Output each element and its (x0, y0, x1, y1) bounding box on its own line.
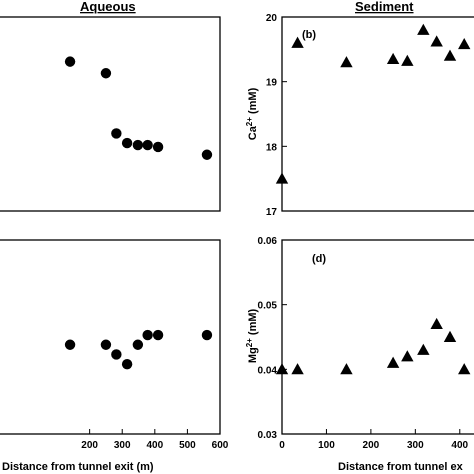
panel-b-frame (281, 16, 474, 212)
panel-c-point-3 (121, 358, 133, 370)
panel-a-point-0 (64, 56, 76, 67)
panel-c-point-6 (152, 329, 164, 341)
panel-b-point-7 (443, 49, 457, 61)
panel-d-point-3 (386, 356, 400, 368)
panel-b-point-8 (458, 37, 471, 50)
panel-c-marks (64, 329, 213, 370)
panel-b-ticks: 17 18 19 20 (266, 13, 287, 218)
panel-a-point-2 (111, 128, 122, 139)
panel-b-point-4 (401, 54, 414, 66)
panel-b-label: (b) (302, 29, 316, 41)
panel-a (0, 16, 221, 212)
panel-c-xtick-label-4: 600 (212, 440, 229, 451)
panel-d-point-1 (291, 363, 304, 375)
panel-d: (d) Mg2+ (mM) 0.03 0.04 0.05 0.06 0 100 200 300… (245, 236, 474, 473)
panel-b-ytick-label-1: 18 (266, 142, 278, 153)
panel-d-ytick-label-1: 0.04 (258, 365, 278, 376)
panel-c-xlabel: Distance from tunnel exit (m) (2, 461, 154, 473)
panel-b-point-3 (386, 52, 400, 64)
panel-c-point-0 (64, 339, 76, 350)
panel-d-ytick-label-2: 0.05 (258, 301, 278, 312)
panel-a-point-3 (121, 137, 133, 149)
panel-d-point-5 (417, 343, 430, 355)
panel-d-point-6 (430, 317, 443, 330)
panel-d-ytick-label-0: 0.03 (258, 430, 278, 441)
panel-c-point-2 (111, 349, 122, 360)
panel-a-frame (0, 16, 221, 212)
panel-b-ytick-label-0: 17 (266, 207, 278, 218)
panel-b-ylabel: Ca2+ (mM) (245, 87, 259, 140)
panel-d-xlabel: Distance from tunnel ex (338, 461, 464, 473)
panel-d-ytick-label-3: 0.06 (258, 236, 278, 247)
panel-d-point-8 (458, 363, 471, 375)
panel-c-xtick-label-3: 500 (179, 440, 196, 451)
panel-c-point-7 (201, 329, 213, 341)
panel-b-ytick-label-3: 20 (266, 13, 278, 24)
panel-d-point-0 (275, 363, 289, 375)
header-aqueous: Aqueous (80, 0, 136, 14)
panel-d-ylabel: Mg2+ (mM) (245, 308, 259, 363)
header-sediment: Sediment (355, 0, 414, 14)
panel-d-label: (d) (312, 253, 326, 265)
panel-b-marks (275, 23, 471, 184)
panel-d-point-2 (340, 363, 353, 375)
panel-b-point-0 (275, 172, 289, 184)
panel-c-point-4 (132, 339, 144, 350)
panel-c-point-5 (142, 329, 153, 341)
panel-b-point-6 (430, 35, 443, 47)
panel-d-xtick-label-0: 0 (279, 440, 285, 451)
panel-d-xtick-label-1: 100 (318, 440, 335, 451)
panel-d-frame (281, 239, 474, 435)
panel-a-marks (64, 56, 213, 160)
panel-b: (b) Ca2+ (mM) 17 18 19 20 (245, 13, 474, 218)
panel-a-point-4 (132, 139, 144, 151)
panel-b-ytick-label-2: 19 (266, 78, 278, 89)
panel-b-point-1 (291, 36, 304, 48)
panel-c-xtick-label-1: 300 (114, 440, 131, 451)
panel-a-point-1 (100, 68, 112, 79)
panel-a-point-5 (142, 139, 153, 151)
panel-d-xtick-label-4: 400 (451, 440, 468, 451)
panel-c-xtick-label-0: 200 (81, 440, 98, 451)
panel-c: 200 300 400 500 600 Distance from tunnel exi… (0, 239, 229, 473)
panel-d-point-7 (443, 330, 457, 342)
panel-d-xtick-label-3: 300 (407, 440, 424, 451)
panel-d-marks (275, 317, 471, 375)
panel-c-ticks: 200 300 400 500 600 (81, 429, 229, 451)
panel-c-xtick-label-2: 400 (146, 440, 163, 451)
panel-b-point-5 (417, 23, 430, 35)
panel-c-frame (0, 239, 221, 435)
panel-b-point-2 (340, 56, 353, 68)
panel-a-point-6 (152, 141, 164, 153)
panel-d-ticks: 0.03 0.04 0.05 0.06 0 100 200 300 400 (258, 236, 469, 451)
panel-a-point-7 (201, 149, 213, 160)
panel-d-point-4 (401, 350, 414, 362)
panel-c-point-1 (100, 339, 112, 350)
panel-d-xtick-label-2: 200 (363, 440, 380, 451)
